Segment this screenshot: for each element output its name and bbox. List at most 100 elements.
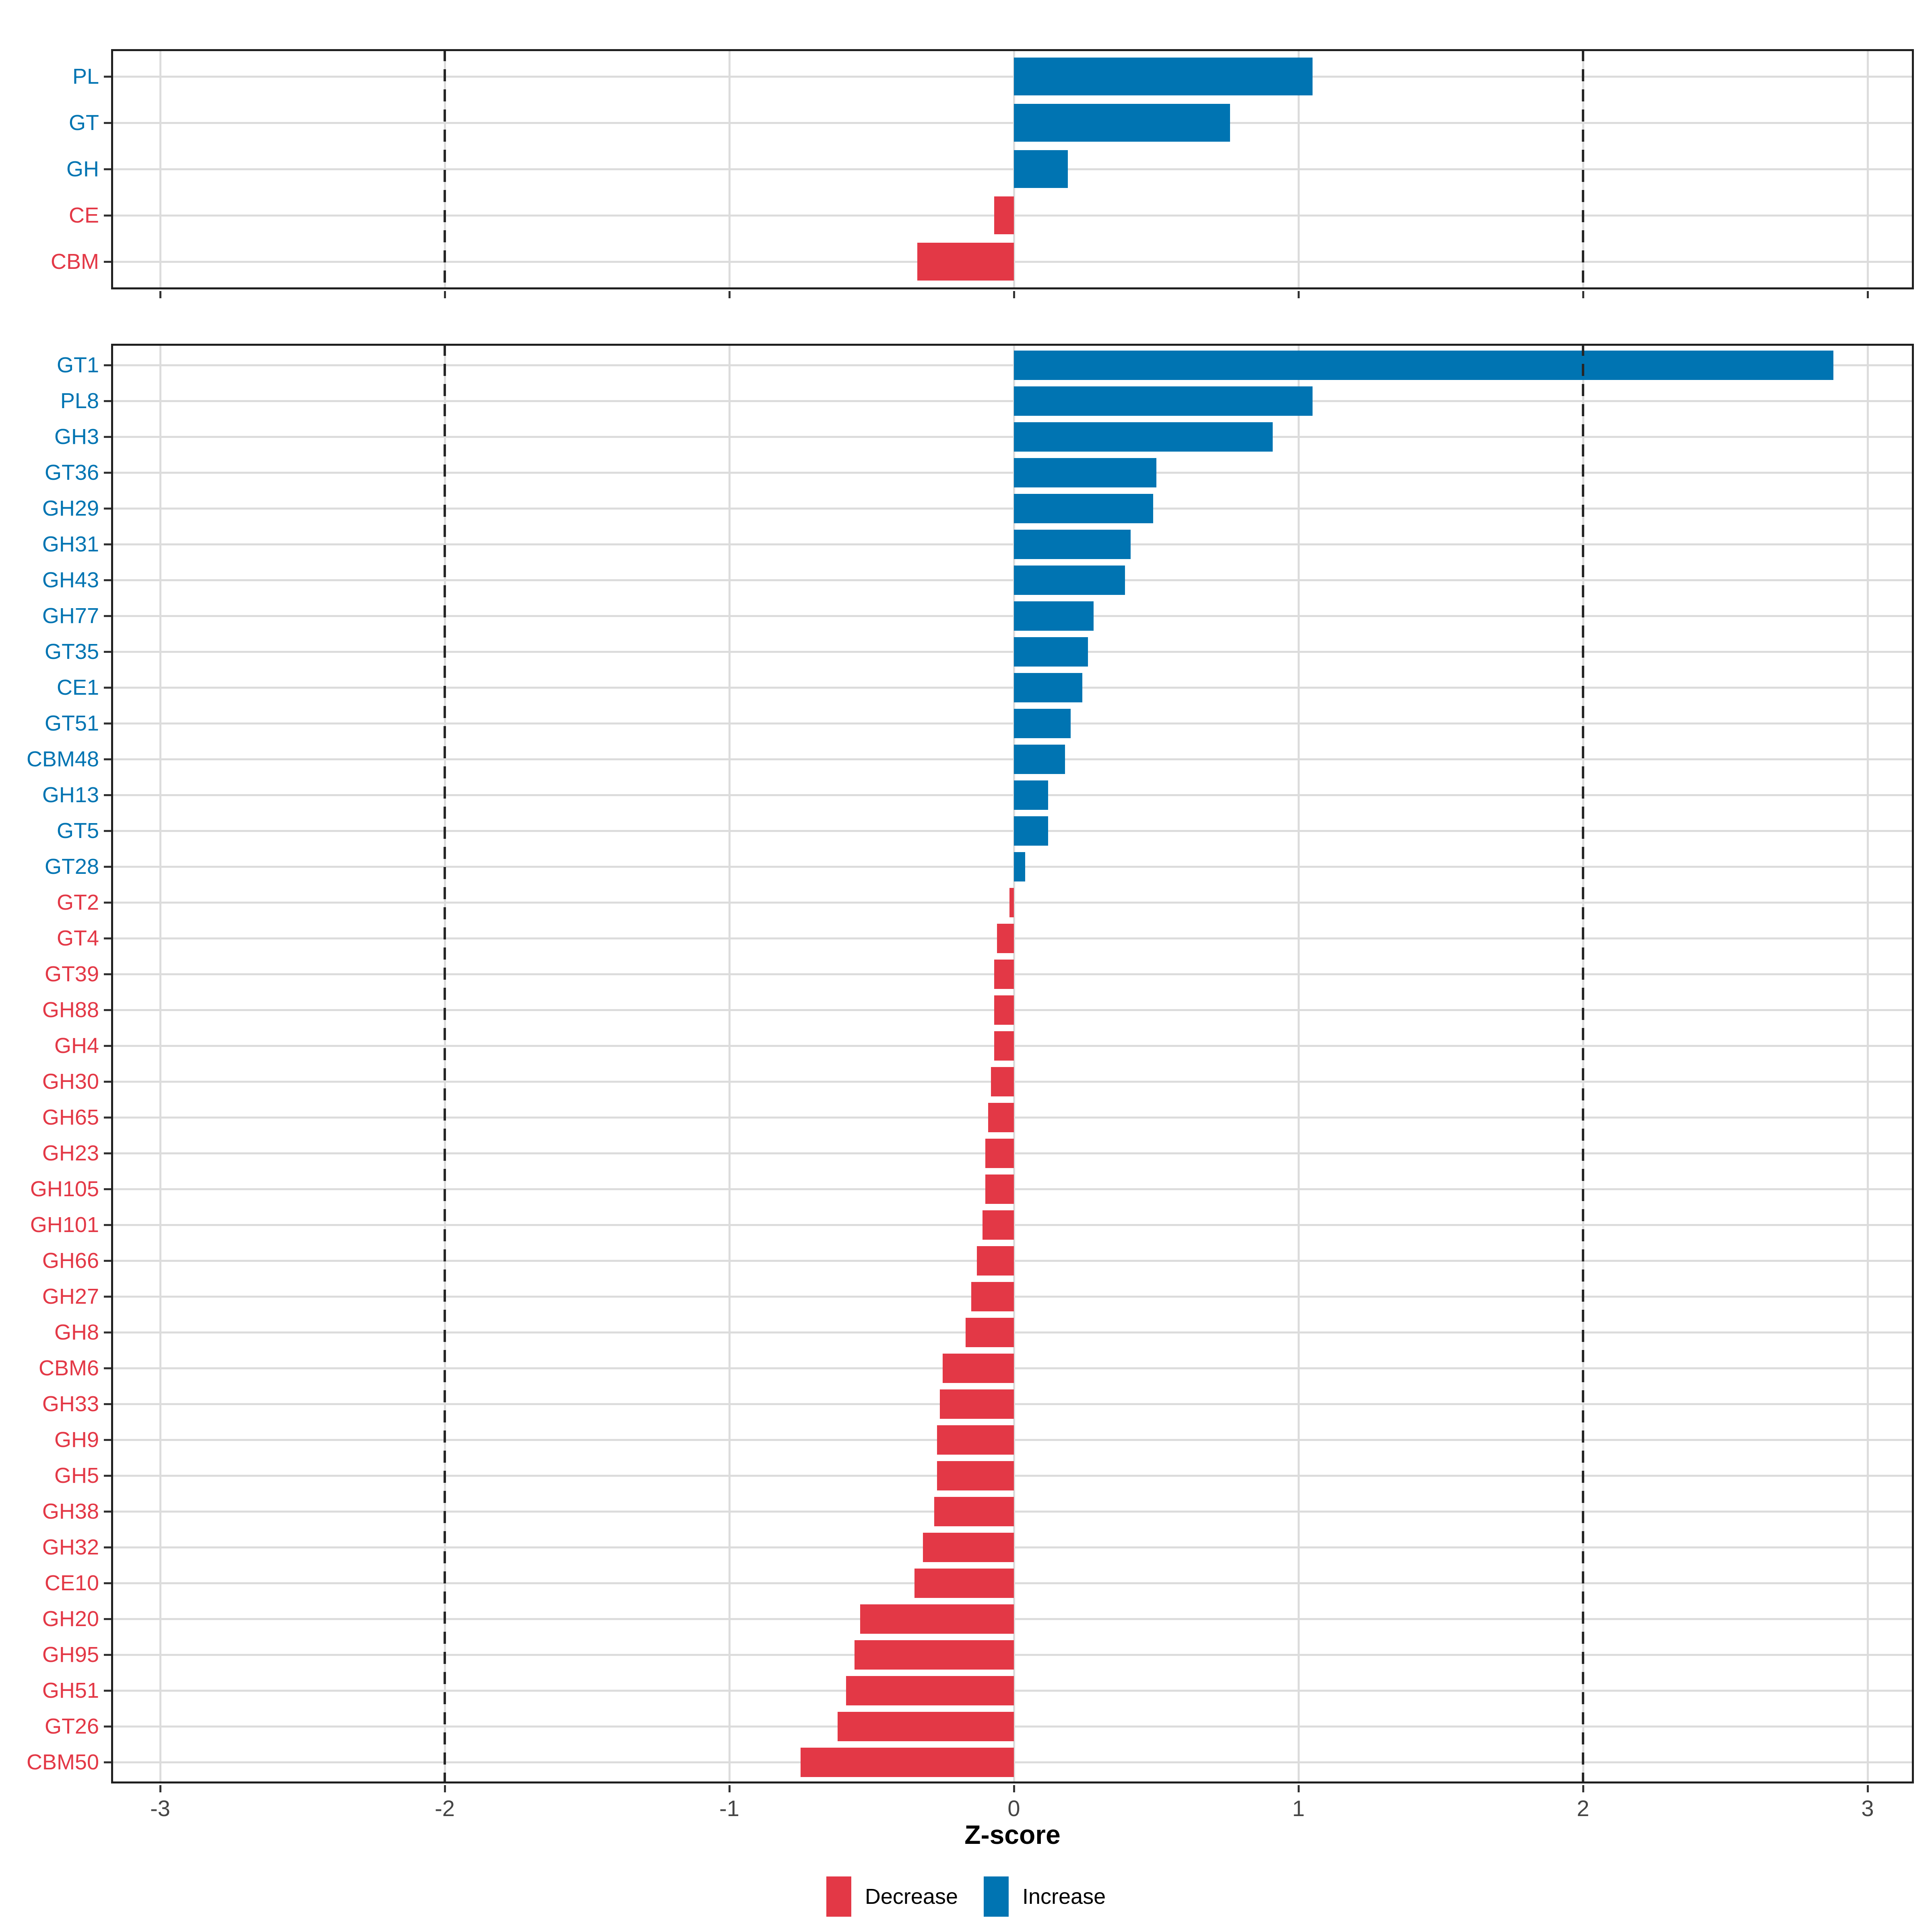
y-tick-label-GH95: GH95 [42,1643,99,1667]
bar-GH31 [1014,530,1131,559]
h-gridline-GT28 [111,866,1914,868]
y-tick-label-GT28: GT28 [44,855,99,879]
y-tick-label-GT39: GT39 [44,962,99,986]
bar-GH29 [1014,494,1153,523]
x-tick-1 [1298,1785,1300,1792]
y-tick-GH5 [104,1475,111,1477]
bar-GT28 [1014,852,1025,881]
bar-GH30 [991,1067,1014,1096]
x-tick-label-3: 3 [1861,1796,1874,1821]
bar-GT2 [1009,888,1014,917]
bar-GH105 [985,1174,1014,1204]
y-tick-GH32 [104,1546,111,1548]
h-gridline-GH13 [111,794,1914,796]
y-tick-label-GH43: GH43 [42,568,99,592]
bar-GH38 [934,1497,1014,1526]
y-tick-label-GH65: GH65 [42,1105,99,1129]
y-tick-label-GT51: GT51 [44,711,99,735]
y-tick-GH31 [104,543,111,545]
bar-GH88 [994,995,1014,1025]
y-tick-CE10 [104,1582,111,1584]
reference-line-x2 [1582,49,1584,289]
bar-GH8 [966,1318,1014,1347]
bar-GH77 [1014,601,1094,631]
bar-GT51 [1014,709,1071,738]
h-gridline-GH29 [111,508,1914,510]
y-tick-label-GH9: GH9 [54,1428,99,1452]
bar-GT1 [1014,351,1833,380]
x-tick-0 [1013,291,1015,298]
classes-panel [111,49,1914,289]
bar-GH101 [983,1210,1014,1240]
increase-swatch-icon [983,1876,1009,1917]
bar-CBM48 [1014,745,1065,774]
y-tick-GT36 [104,472,111,474]
y-tick-GH [104,168,111,170]
y-tick-CBM6 [104,1367,111,1369]
legend-label-increase: Increase [1022,1885,1106,1909]
h-gridline-GH3 [111,436,1914,438]
bar-GH51 [846,1676,1014,1705]
bar-CE10 [914,1569,1014,1598]
x-tick-3 [1867,291,1869,298]
v-gridline-x-3 [159,344,161,1783]
bar-GH65 [988,1103,1014,1132]
y-tick-GH66 [104,1260,111,1262]
y-tick-GH3 [104,436,111,438]
x-tick-2 [1582,1785,1584,1792]
y-tick-label-GH66: GH66 [42,1249,99,1273]
y-tick-GH43 [104,579,111,581]
y-tick-label-GH88: GH88 [42,998,99,1022]
x-tick-label-1: 1 [1292,1796,1305,1821]
bar-GH95 [855,1640,1014,1670]
y-tick-label-CE: CE [68,203,99,227]
y-tick-label-GT26: GT26 [44,1714,99,1738]
y-tick-label-GH31: GH31 [42,532,99,556]
x-tick-2 [1582,291,1584,298]
x-tick-label--2: -2 [435,1796,455,1821]
x-tick-0 [1013,1785,1015,1792]
bar-CBM50 [801,1748,1014,1777]
y-tick-label-CBM50: CBM50 [26,1750,99,1774]
bar-GT4 [997,924,1014,953]
y-tick-GT [104,122,111,124]
y-tick-GT26 [104,1726,111,1728]
bar-GH5 [937,1461,1014,1490]
h-gridline-GH31 [111,543,1914,545]
families-panel [111,344,1914,1783]
y-tick-GH9 [104,1439,111,1441]
v-gridline-x-1 [729,344,731,1783]
y-tick-label-GH77: GH77 [42,604,99,628]
y-tick-GT35 [104,651,111,653]
x-tick--1 [729,1785,731,1792]
bar-GH [1014,150,1068,188]
y-tick-GT1 [104,364,111,366]
bar-CBM6 [943,1354,1014,1383]
bar-GH20 [860,1604,1014,1634]
y-tick-label-GH3: GH3 [54,425,99,449]
y-tick-label-GH20: GH20 [42,1607,99,1631]
x-tick-3 [1867,1785,1869,1792]
y-tick-GT4 [104,937,111,939]
bar-PL [1014,58,1313,95]
bar-GH4 [994,1031,1014,1061]
x-tick-label--1: -1 [719,1796,739,1821]
y-tick-label-GH: GH [66,157,99,181]
bar-GT26 [838,1712,1014,1741]
y-tick-label-GH38: GH38 [42,1499,99,1523]
bar-GT35 [1014,637,1088,667]
y-tick-label-GH33: GH33 [42,1392,99,1416]
y-tick-GH101 [104,1224,111,1226]
y-tick-label-GT36: GT36 [44,460,99,485]
bar-GH3 [1014,422,1273,452]
y-tick-GT5 [104,830,111,832]
y-tick-label-GH32: GH32 [42,1535,99,1559]
y-tick-label-GH5: GH5 [54,1463,99,1488]
h-gridline-GT [111,122,1914,124]
bar-PL8 [1014,386,1313,416]
bar-GT5 [1014,816,1048,846]
decrease-swatch-icon [826,1876,851,1917]
h-gridline-GT36 [111,472,1914,474]
y-tick-label-GH105: GH105 [30,1177,99,1201]
